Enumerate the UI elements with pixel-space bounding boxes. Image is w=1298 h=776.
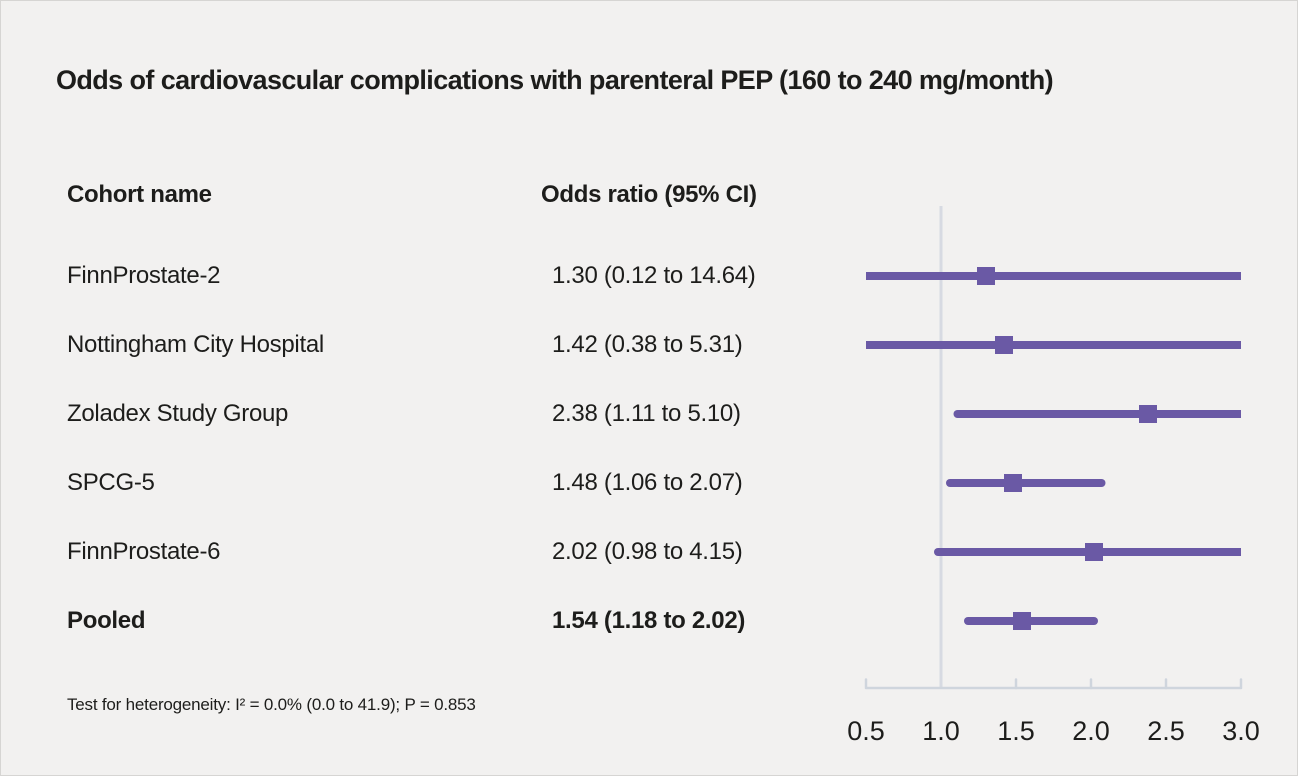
or-marker — [1139, 405, 1157, 423]
x-axis-tick-label: 2.0 — [1072, 716, 1110, 746]
or-marker — [1085, 543, 1103, 561]
odds-ratio-value: 1.48 (1.06 to 2.07) — [552, 469, 743, 496]
x-axis — [864, 678, 1243, 690]
figure-title: Odds of cardiovascular complications wit… — [56, 65, 1054, 95]
or-marker — [977, 267, 995, 285]
cohort-name: Pooled — [67, 607, 146, 634]
ci-line-cap — [1090, 617, 1098, 625]
odds-ratio-value: 2.02 (0.98 to 4.15) — [552, 538, 743, 565]
x-axis-tick-label: 3.0 — [1222, 716, 1260, 746]
x-axis-tick-label: 0.5 — [847, 716, 885, 746]
cohort-name: SPCG-5 — [67, 469, 155, 496]
ci-line-cap — [946, 479, 954, 487]
x-axis-tick-label: 1.0 — [922, 716, 960, 746]
ci-line-cap — [1097, 479, 1106, 487]
cohort-name: FinnProstate-6 — [67, 538, 221, 565]
odds-ratio-value: 1.54 (1.18 to 2.02) — [552, 607, 746, 634]
column-header-odds-ratio: Odds ratio (95% CI) — [541, 181, 757, 208]
x-axis-tick-label: 2.5 — [1147, 716, 1185, 746]
odds-ratio-value: 1.30 (0.12 to 14.64) — [552, 262, 756, 289]
odds-ratio-value: 1.42 (0.38 to 5.31) — [552, 331, 743, 358]
cohort-name: FinnProstate-2 — [67, 262, 221, 289]
or-marker — [995, 336, 1013, 354]
ci-line-cap — [953, 410, 962, 418]
or-marker — [1004, 474, 1022, 492]
cohort-name: Zoladex Study Group — [67, 400, 289, 427]
heterogeneity-footnote: Test for heterogeneity: I² = 0.0% (0.0 t… — [67, 695, 476, 714]
ci-line-cap — [964, 617, 972, 625]
odds-ratio-value: 2.38 (1.11 to 5.10) — [552, 400, 741, 427]
pooled-or-marker — [1013, 612, 1031, 630]
column-header-cohort-name: Cohort name — [67, 181, 212, 208]
x-axis-tick-label: 1.5 — [997, 716, 1035, 746]
cohort-name: Nottingham City Hospital — [67, 331, 324, 358]
ci-line-cap — [934, 548, 942, 556]
